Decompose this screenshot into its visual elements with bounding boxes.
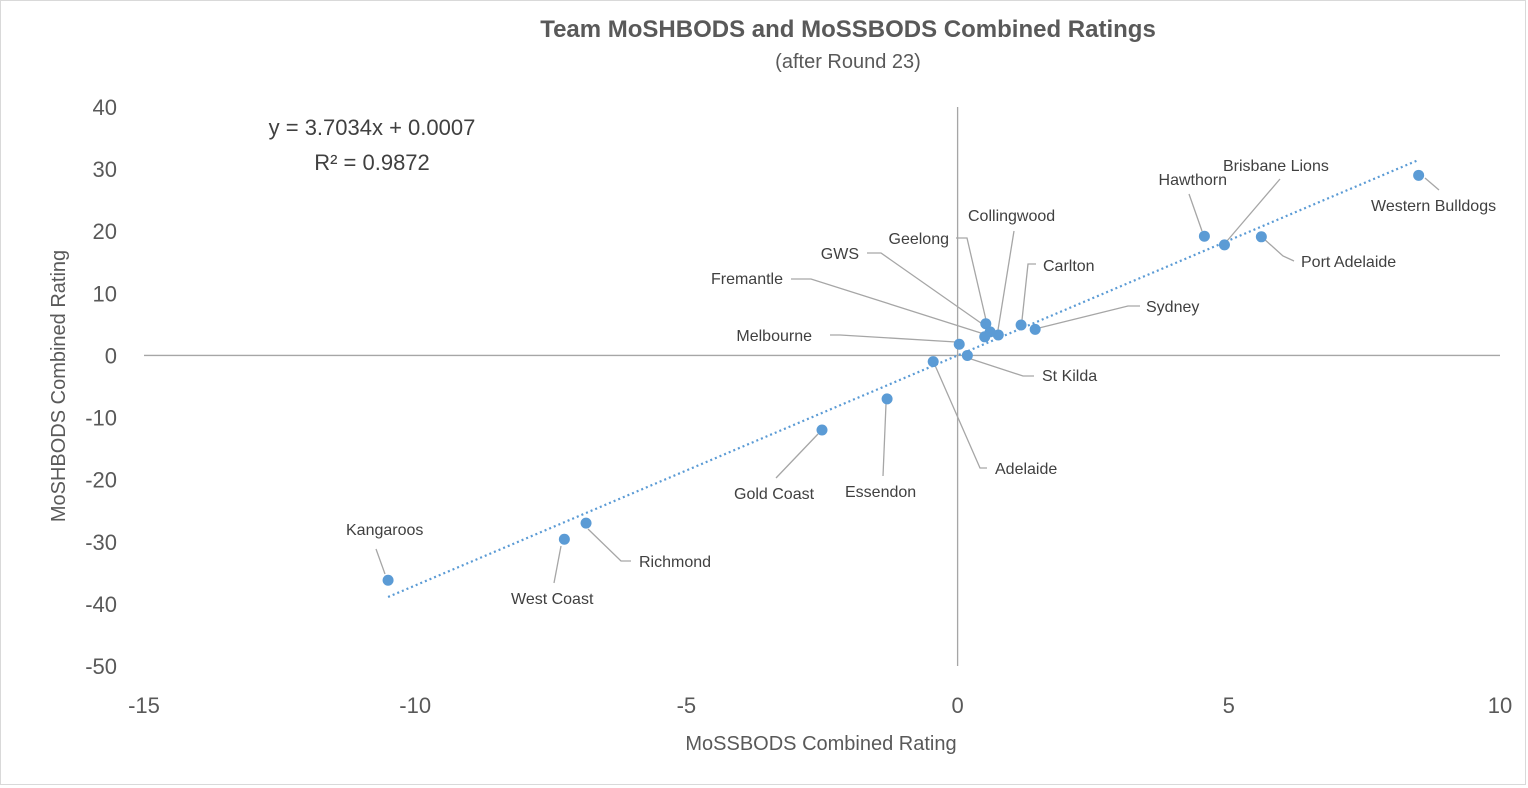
data-point	[580, 517, 592, 529]
leader-line	[1021, 263, 1036, 321]
point-label: Sydney	[1146, 299, 1199, 316]
data-point	[927, 356, 939, 368]
leader-line	[375, 548, 386, 575]
data-point	[979, 331, 991, 343]
x-tick-label: 5	[1223, 693, 1235, 718]
point-label: Hawthorn	[1159, 172, 1227, 189]
data-point	[558, 533, 570, 545]
chart-subtitle: (after Round 23)	[775, 51, 921, 73]
chart-title: Team MoSHBODS and MoSSBODS Combined Rati…	[540, 16, 1156, 43]
trendline-r-squared: R² = 0.9872	[314, 150, 430, 175]
leader-line	[587, 528, 631, 562]
trendline-line	[387, 158, 1420, 598]
leader-line	[933, 362, 987, 469]
point-label: Geelong	[889, 231, 950, 248]
leader-line	[830, 334, 957, 343]
data-point	[1198, 230, 1210, 242]
y-axis-title: MoSHBODS Combined Rating	[48, 250, 70, 522]
point-label: Collingwood	[968, 208, 1055, 225]
data-point	[1218, 239, 1230, 251]
point-label: Adelaide	[995, 461, 1057, 478]
leader-line	[1188, 193, 1203, 232]
data-point	[382, 574, 394, 586]
y-tick-label: -20	[85, 468, 117, 493]
x-tick-label: -15	[128, 693, 160, 718]
leader-line	[1226, 178, 1281, 242]
point-label: Essendon	[845, 484, 916, 501]
y-tick-label: 30	[93, 157, 117, 182]
data-point	[980, 318, 992, 330]
leader-line	[1424, 177, 1440, 191]
leader-line	[956, 237, 987, 321]
point-label: Western Bulldogs	[1371, 198, 1496, 215]
leader-line	[970, 358, 1034, 377]
y-tick-label: -30	[85, 530, 117, 555]
y-tick-label: 0	[105, 343, 117, 368]
point-label: Richmond	[639, 554, 711, 571]
data-point	[881, 393, 893, 405]
point-label: GWS	[821, 246, 859, 263]
y-tick-label: -50	[85, 654, 117, 679]
y-tick-label: 20	[93, 219, 117, 244]
y-tick-label: -40	[85, 592, 117, 617]
x-axis-title: MoSSBODS Combined Rating	[685, 733, 956, 755]
leader-line	[882, 403, 887, 477]
leader-line	[775, 433, 819, 479]
x-tick-label: -10	[399, 693, 431, 718]
leader-line	[1038, 305, 1140, 329]
leader-line	[867, 252, 989, 329]
point-label: Kangaroos	[346, 522, 423, 539]
point-label: Port Adelaide	[1301, 254, 1396, 271]
point-label: West Coast	[511, 591, 594, 608]
y-tick-label: 40	[93, 95, 117, 120]
data-point	[953, 338, 965, 350]
point-label: Brisbane Lions	[1223, 158, 1329, 175]
data-point	[1255, 231, 1267, 243]
leader-line	[997, 230, 1015, 331]
data-point	[1015, 319, 1027, 331]
y-tick-label: 10	[93, 281, 117, 306]
point-label: Gold Coast	[734, 486, 815, 503]
leader-line	[553, 545, 562, 584]
data-point	[816, 424, 828, 436]
x-tick-label: 0	[951, 693, 963, 718]
x-tick-label: 10	[1488, 693, 1512, 718]
data-point	[1413, 169, 1425, 181]
leader-line	[791, 278, 985, 335]
y-tick-label: -10	[85, 406, 117, 431]
leader-line	[1262, 237, 1295, 262]
point-label: Carlton	[1043, 258, 1095, 275]
point-label: Fremantle	[711, 271, 783, 288]
data-points	[382, 169, 1425, 586]
trendline	[387, 158, 1420, 598]
trendline-equation: y = 3.7034x + 0.0007	[269, 115, 476, 140]
data-point	[961, 349, 973, 361]
x-tick-label: -5	[677, 693, 697, 718]
leader-lines	[375, 177, 1440, 584]
point-label: St Kilda	[1042, 368, 1097, 385]
point-label: Melbourne	[736, 328, 812, 345]
data-point	[1029, 323, 1041, 335]
